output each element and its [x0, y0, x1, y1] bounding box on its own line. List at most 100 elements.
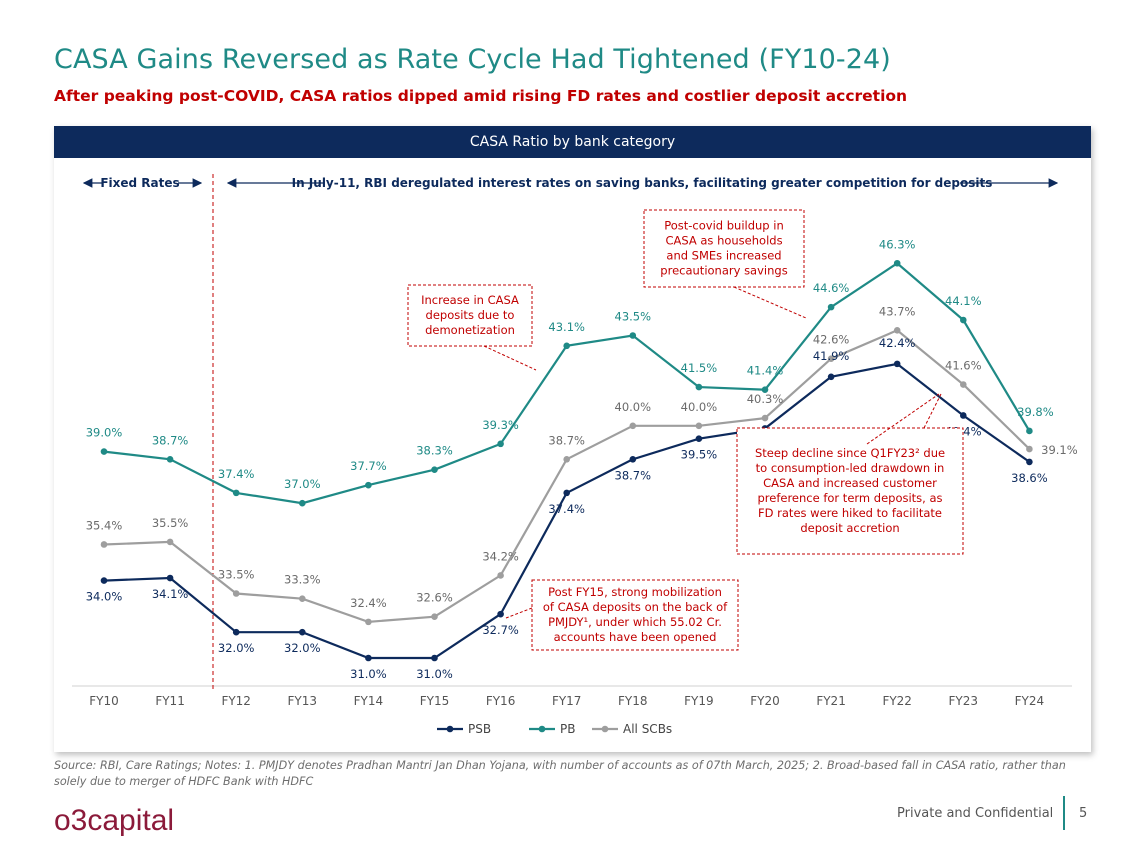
data-point-psb	[1026, 458, 1033, 466]
chart-card: CASA Ratio by bank category Fixed Rates I…	[54, 126, 1091, 752]
x-tick-label: FY19	[684, 694, 714, 708]
data-label: 37.4%	[218, 467, 255, 481]
x-tick-label: FY15	[420, 694, 450, 708]
data-label: 40.3%	[747, 392, 784, 406]
data-point-pb	[893, 259, 901, 267]
data-label: 41.6%	[945, 359, 982, 373]
data-point-pb	[232, 489, 240, 497]
legend-marker-pb	[538, 725, 546, 733]
data-label: 39.1%	[1041, 443, 1078, 457]
data-point-all-scbs	[761, 414, 769, 422]
data-point-all-scbs	[960, 381, 967, 388]
data-point-all-scbs	[299, 595, 306, 602]
data-point-psb	[232, 628, 240, 636]
page-number: 5	[1079, 806, 1088, 821]
legend-label: PB	[560, 722, 575, 736]
annotation-text-demonetization: deposits due to	[426, 308, 515, 322]
data-point-pb	[761, 386, 769, 393]
footer-divider	[1063, 796, 1065, 830]
data-label: 39.0%	[86, 426, 123, 440]
x-tick-label: FY23	[949, 694, 979, 708]
data-label: 38.7%	[615, 468, 652, 482]
data-label: 35.5%	[152, 516, 189, 530]
data-label: 33.3%	[284, 573, 321, 587]
x-tick-label: FY20	[750, 694, 780, 708]
data-label: 46.3%	[879, 237, 916, 251]
data-label: 41.4%	[747, 364, 784, 378]
data-label: 41.5%	[681, 361, 718, 375]
data-label: 39.8%	[1017, 405, 1054, 419]
data-point-all-scbs	[497, 572, 504, 579]
data-label: 38.7%	[548, 433, 585, 447]
annotation-text-pmjdy: accounts have been opened	[554, 630, 717, 644]
data-label: 32.0%	[284, 641, 321, 655]
data-label: 44.6%	[813, 281, 850, 295]
data-point-all-scbs	[827, 355, 835, 363]
data-label: 44.1%	[945, 294, 982, 308]
annotation-text-demonetization: demonetization	[425, 323, 515, 337]
data-point-all-scbs	[100, 541, 108, 548]
x-tick-label: FY21	[816, 694, 846, 708]
data-point-pb	[629, 332, 637, 339]
annotation-box-decline	[736, 427, 964, 555]
x-tick-label: FY22	[882, 694, 912, 708]
source-footnote: Source: RBI, Care Ratings; Notes: 1. PMJ…	[54, 759, 1066, 788]
data-point-psb	[166, 574, 174, 582]
legend-marker-all-scbs	[601, 725, 609, 733]
data-point-pb	[563, 342, 570, 350]
x-tick-label: FY24	[1015, 694, 1045, 708]
data-point-psb	[695, 435, 703, 443]
data-label: 32.0%	[218, 641, 255, 655]
annotation-text-decline: deposit accretion	[800, 521, 899, 535]
annotation-text-decline: FD rates were hiked to facilitate	[758, 506, 942, 520]
legend-label: PSB	[468, 722, 491, 736]
data-point-pb	[827, 303, 835, 311]
data-point-all-scbs	[893, 327, 901, 334]
page-title: CASA Gains Reversed as Rate Cycle Had Ti…	[54, 44, 891, 75]
annotation-text-covid: Post-covid buildup in	[664, 219, 784, 233]
data-label: 40.0%	[615, 400, 652, 414]
data-point-pb	[960, 316, 967, 324]
data-point-all-scbs	[695, 422, 703, 430]
annotation-connector-decline-2	[923, 393, 942, 429]
data-label: 43.5%	[615, 310, 652, 324]
annotation-text-pmjdy: Post FY15, strong mobilization	[548, 585, 722, 599]
data-point-all-scbs	[232, 590, 240, 597]
data-label: 39.3%	[482, 418, 519, 432]
data-point-psb	[563, 489, 570, 497]
casa-line-chart: Fixed Rates In July-11, RBI deregulated i…	[72, 174, 1078, 736]
annotation-text-pmjdy: of CASA deposits on the back of	[543, 600, 728, 614]
data-point-psb	[960, 412, 967, 419]
data-point-pb	[497, 440, 504, 448]
data-label: 39.5%	[681, 448, 718, 462]
data-label: 32.7%	[482, 623, 519, 637]
annotation-text-pmjdy: PMJDY¹, under which 55.02 Cr.	[548, 615, 722, 629]
data-point-pb	[431, 466, 438, 473]
data-label: 43.1%	[548, 320, 585, 334]
legend-label: All SCBs	[623, 722, 672, 736]
annotation-box-covid	[643, 209, 805, 288]
o3capital-logo: o3capital	[54, 804, 174, 837]
annotation-text-covid: precautionary savings	[660, 264, 787, 278]
data-point-all-scbs	[629, 422, 637, 430]
x-tick-label: FY17	[552, 694, 582, 708]
data-point-all-scbs	[166, 538, 174, 546]
data-point-all-scbs	[365, 618, 372, 626]
data-point-all-scbs	[431, 613, 438, 621]
data-label: 37.0%	[284, 477, 321, 491]
chart-title: CASA Ratio by bank category	[54, 126, 1091, 158]
data-point-psb	[893, 360, 901, 368]
annotation-text-demonetization: Increase in CASA	[421, 293, 519, 307]
annotation-text-covid: CASA as households	[665, 234, 782, 248]
data-label: 33.5%	[218, 568, 255, 582]
data-point-psb	[431, 654, 438, 662]
data-label: 32.4%	[350, 596, 387, 610]
data-label: 32.6%	[416, 591, 453, 605]
data-point-pb	[100, 448, 108, 455]
data-point-psb	[827, 373, 835, 381]
annotation-connector-demonetization	[483, 345, 537, 371]
annotation-text-decline: CASA and increased customer	[763, 476, 937, 490]
data-label: 31.0%	[350, 667, 387, 681]
data-label: 34.1%	[152, 587, 189, 601]
page-subtitle: After peaking post-COVID, CASA ratios di…	[54, 87, 908, 105]
